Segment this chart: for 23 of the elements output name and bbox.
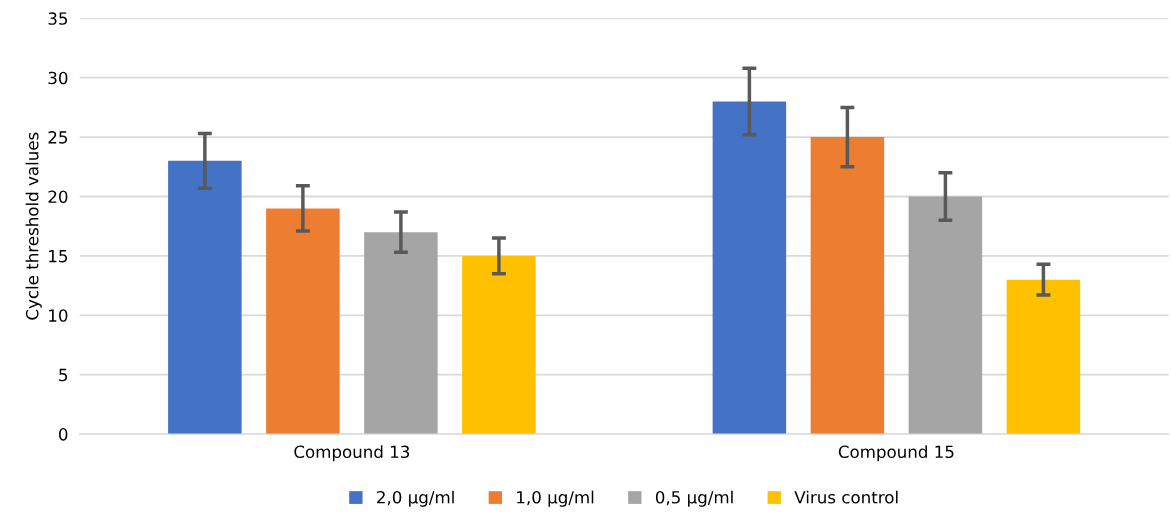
legend-label: 0,5 µg/ml [655, 490, 733, 507]
bar [712, 101, 787, 435]
bar [462, 255, 536, 435]
bar [364, 232, 438, 435]
y-tick-label: 5 [59, 368, 68, 382]
y-tick-label: 35 [48, 12, 68, 25]
y-tick-label: 30 [48, 71, 68, 85]
legend-label: Virus control [794, 490, 898, 504]
bar [908, 196, 983, 435]
y-tick-label: 20 [48, 190, 68, 204]
legend-label: 2,0 µg/ml [377, 490, 454, 507]
y-tick-label: 25 [48, 131, 68, 144]
bar [266, 208, 340, 435]
y-axis-title: Cycle threshold values [25, 132, 42, 320]
y-tick-label: 0 [59, 428, 68, 441]
legend-label: 1,0 µg/ml [517, 490, 594, 507]
y-tick-label: 10 [49, 309, 68, 322]
bar [1006, 279, 1081, 435]
bar [810, 137, 885, 435]
bar [168, 160, 242, 435]
y-tick-label: 15 [49, 250, 68, 263]
x-tick-label: Compound 13 [294, 445, 410, 462]
x-tick-label: Compound 15 [838, 445, 954, 462]
